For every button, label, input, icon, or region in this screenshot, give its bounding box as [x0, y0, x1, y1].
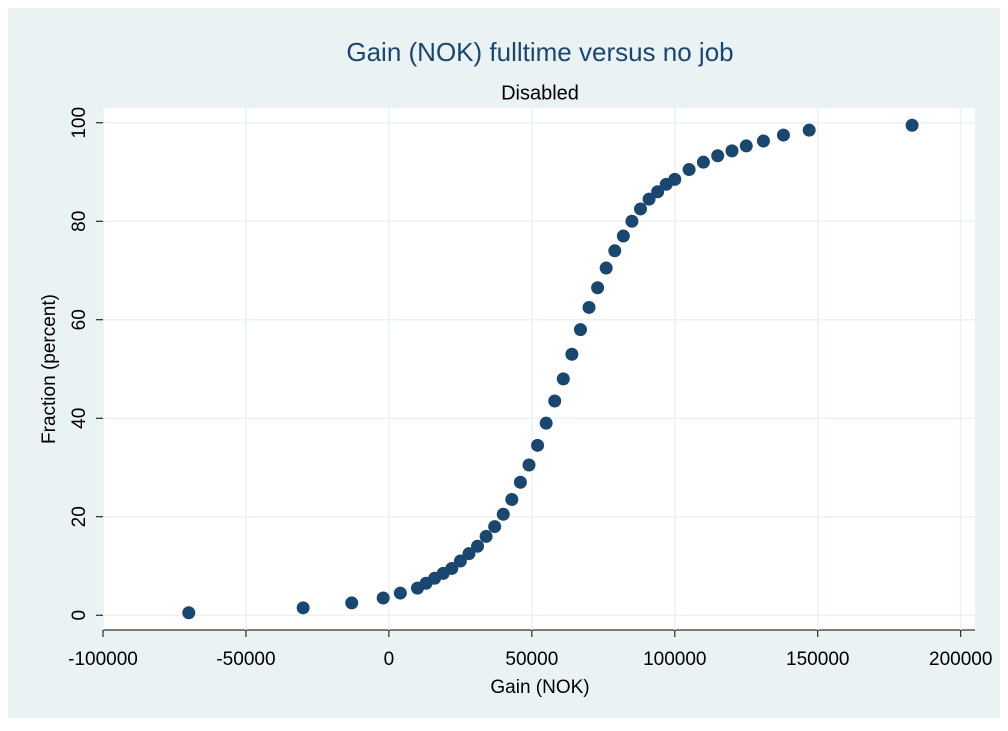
- y-tick-label: 80: [69, 211, 90, 232]
- point: [776, 128, 790, 142]
- y-tick-label: 60: [69, 309, 90, 330]
- point: [513, 475, 527, 489]
- point: [471, 539, 485, 553]
- point: [739, 139, 753, 153]
- chart-title: Gain (NOK) fulltime versus no job: [346, 37, 733, 67]
- x-axis-label: Gain (NOK): [490, 677, 589, 698]
- point: [633, 202, 647, 216]
- point: [668, 172, 682, 186]
- point: [616, 229, 630, 243]
- plot-region: [103, 108, 975, 630]
- point: [296, 601, 310, 615]
- point: [556, 372, 570, 386]
- x-tick-label: -50000: [216, 649, 275, 670]
- y-tick-label: 0: [69, 610, 90, 621]
- point: [496, 507, 510, 521]
- point: [376, 591, 390, 605]
- point: [505, 493, 519, 506]
- point: [548, 394, 562, 408]
- y-axis-label: Fraction (percent): [39, 294, 60, 444]
- y-tick-label: 100: [69, 107, 90, 139]
- point: [599, 261, 613, 275]
- point: [573, 323, 587, 337]
- point: [445, 561, 459, 575]
- point: [905, 118, 919, 132]
- point: [479, 529, 493, 543]
- y-tick-label: 20: [69, 506, 90, 527]
- point: [393, 586, 407, 600]
- point: [582, 300, 596, 314]
- y-tick-label: 40: [69, 408, 90, 429]
- point: [453, 554, 467, 568]
- x-tick-label: 100000: [643, 649, 706, 670]
- point: [696, 155, 710, 169]
- point: [802, 123, 816, 137]
- point: [182, 606, 196, 620]
- point: [565, 347, 579, 361]
- point: [522, 458, 536, 472]
- point: [625, 214, 639, 228]
- x-tick-label: 150000: [786, 649, 849, 670]
- point: [651, 185, 665, 199]
- x-tick-label: 50000: [505, 649, 558, 670]
- point: [725, 144, 739, 158]
- point: [711, 149, 725, 163]
- point: [539, 416, 553, 430]
- point: [531, 438, 545, 452]
- x-tick-label: 200000: [929, 649, 992, 670]
- x-tick-label: -100000: [68, 649, 138, 670]
- point: [591, 281, 605, 295]
- x-tick-label: 0: [384, 649, 395, 670]
- chart-subtitle: Disabled: [501, 82, 579, 104]
- point: [682, 163, 696, 177]
- point: [462, 547, 476, 561]
- point: [642, 192, 656, 206]
- point: [756, 134, 770, 148]
- point: [488, 520, 502, 534]
- point: [608, 244, 622, 258]
- point: [345, 596, 359, 610]
